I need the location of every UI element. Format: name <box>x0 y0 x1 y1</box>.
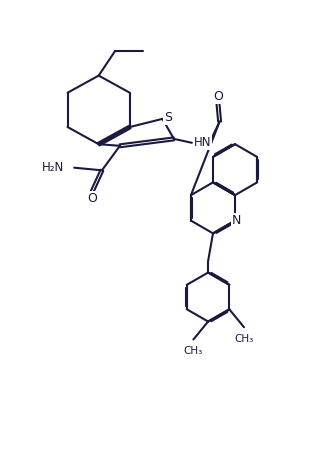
Text: N: N <box>232 214 241 227</box>
Text: HN: HN <box>194 136 211 149</box>
Text: CH₃: CH₃ <box>184 346 203 356</box>
Text: O: O <box>213 90 223 103</box>
Text: O: O <box>87 192 97 205</box>
Text: S: S <box>164 111 172 124</box>
Text: CH₃: CH₃ <box>235 334 254 344</box>
Text: H₂N: H₂N <box>41 161 64 174</box>
